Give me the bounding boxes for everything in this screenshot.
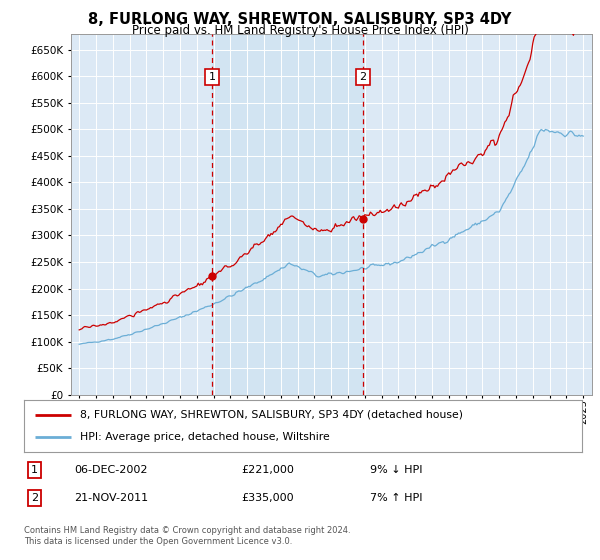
Text: Contains HM Land Registry data © Crown copyright and database right 2024.
This d: Contains HM Land Registry data © Crown c… (24, 526, 350, 546)
Text: HPI: Average price, detached house, Wiltshire: HPI: Average price, detached house, Wilt… (80, 432, 329, 442)
Text: 1: 1 (31, 465, 38, 475)
Text: Price paid vs. HM Land Registry's House Price Index (HPI): Price paid vs. HM Land Registry's House … (131, 24, 469, 36)
Text: 2: 2 (31, 493, 38, 503)
Bar (212, 34, 363, 395)
Text: 8, FURLONG WAY, SHREWTON, SALISBURY, SP3 4DY (detached house): 8, FURLONG WAY, SHREWTON, SALISBURY, SP3… (80, 410, 463, 420)
Text: 9% ↓ HPI: 9% ↓ HPI (370, 465, 422, 475)
Text: 21-NOV-2011: 21-NOV-2011 (74, 493, 148, 503)
Text: £221,000: £221,000 (242, 465, 295, 475)
Text: £335,000: £335,000 (242, 493, 294, 503)
Text: 1: 1 (209, 72, 216, 82)
Text: 7% ↑ HPI: 7% ↑ HPI (370, 493, 422, 503)
Text: 06-DEC-2002: 06-DEC-2002 (74, 465, 148, 475)
Text: 2: 2 (359, 72, 367, 82)
Text: 8, FURLONG WAY, SHREWTON, SALISBURY, SP3 4DY: 8, FURLONG WAY, SHREWTON, SALISBURY, SP3… (88, 12, 512, 27)
